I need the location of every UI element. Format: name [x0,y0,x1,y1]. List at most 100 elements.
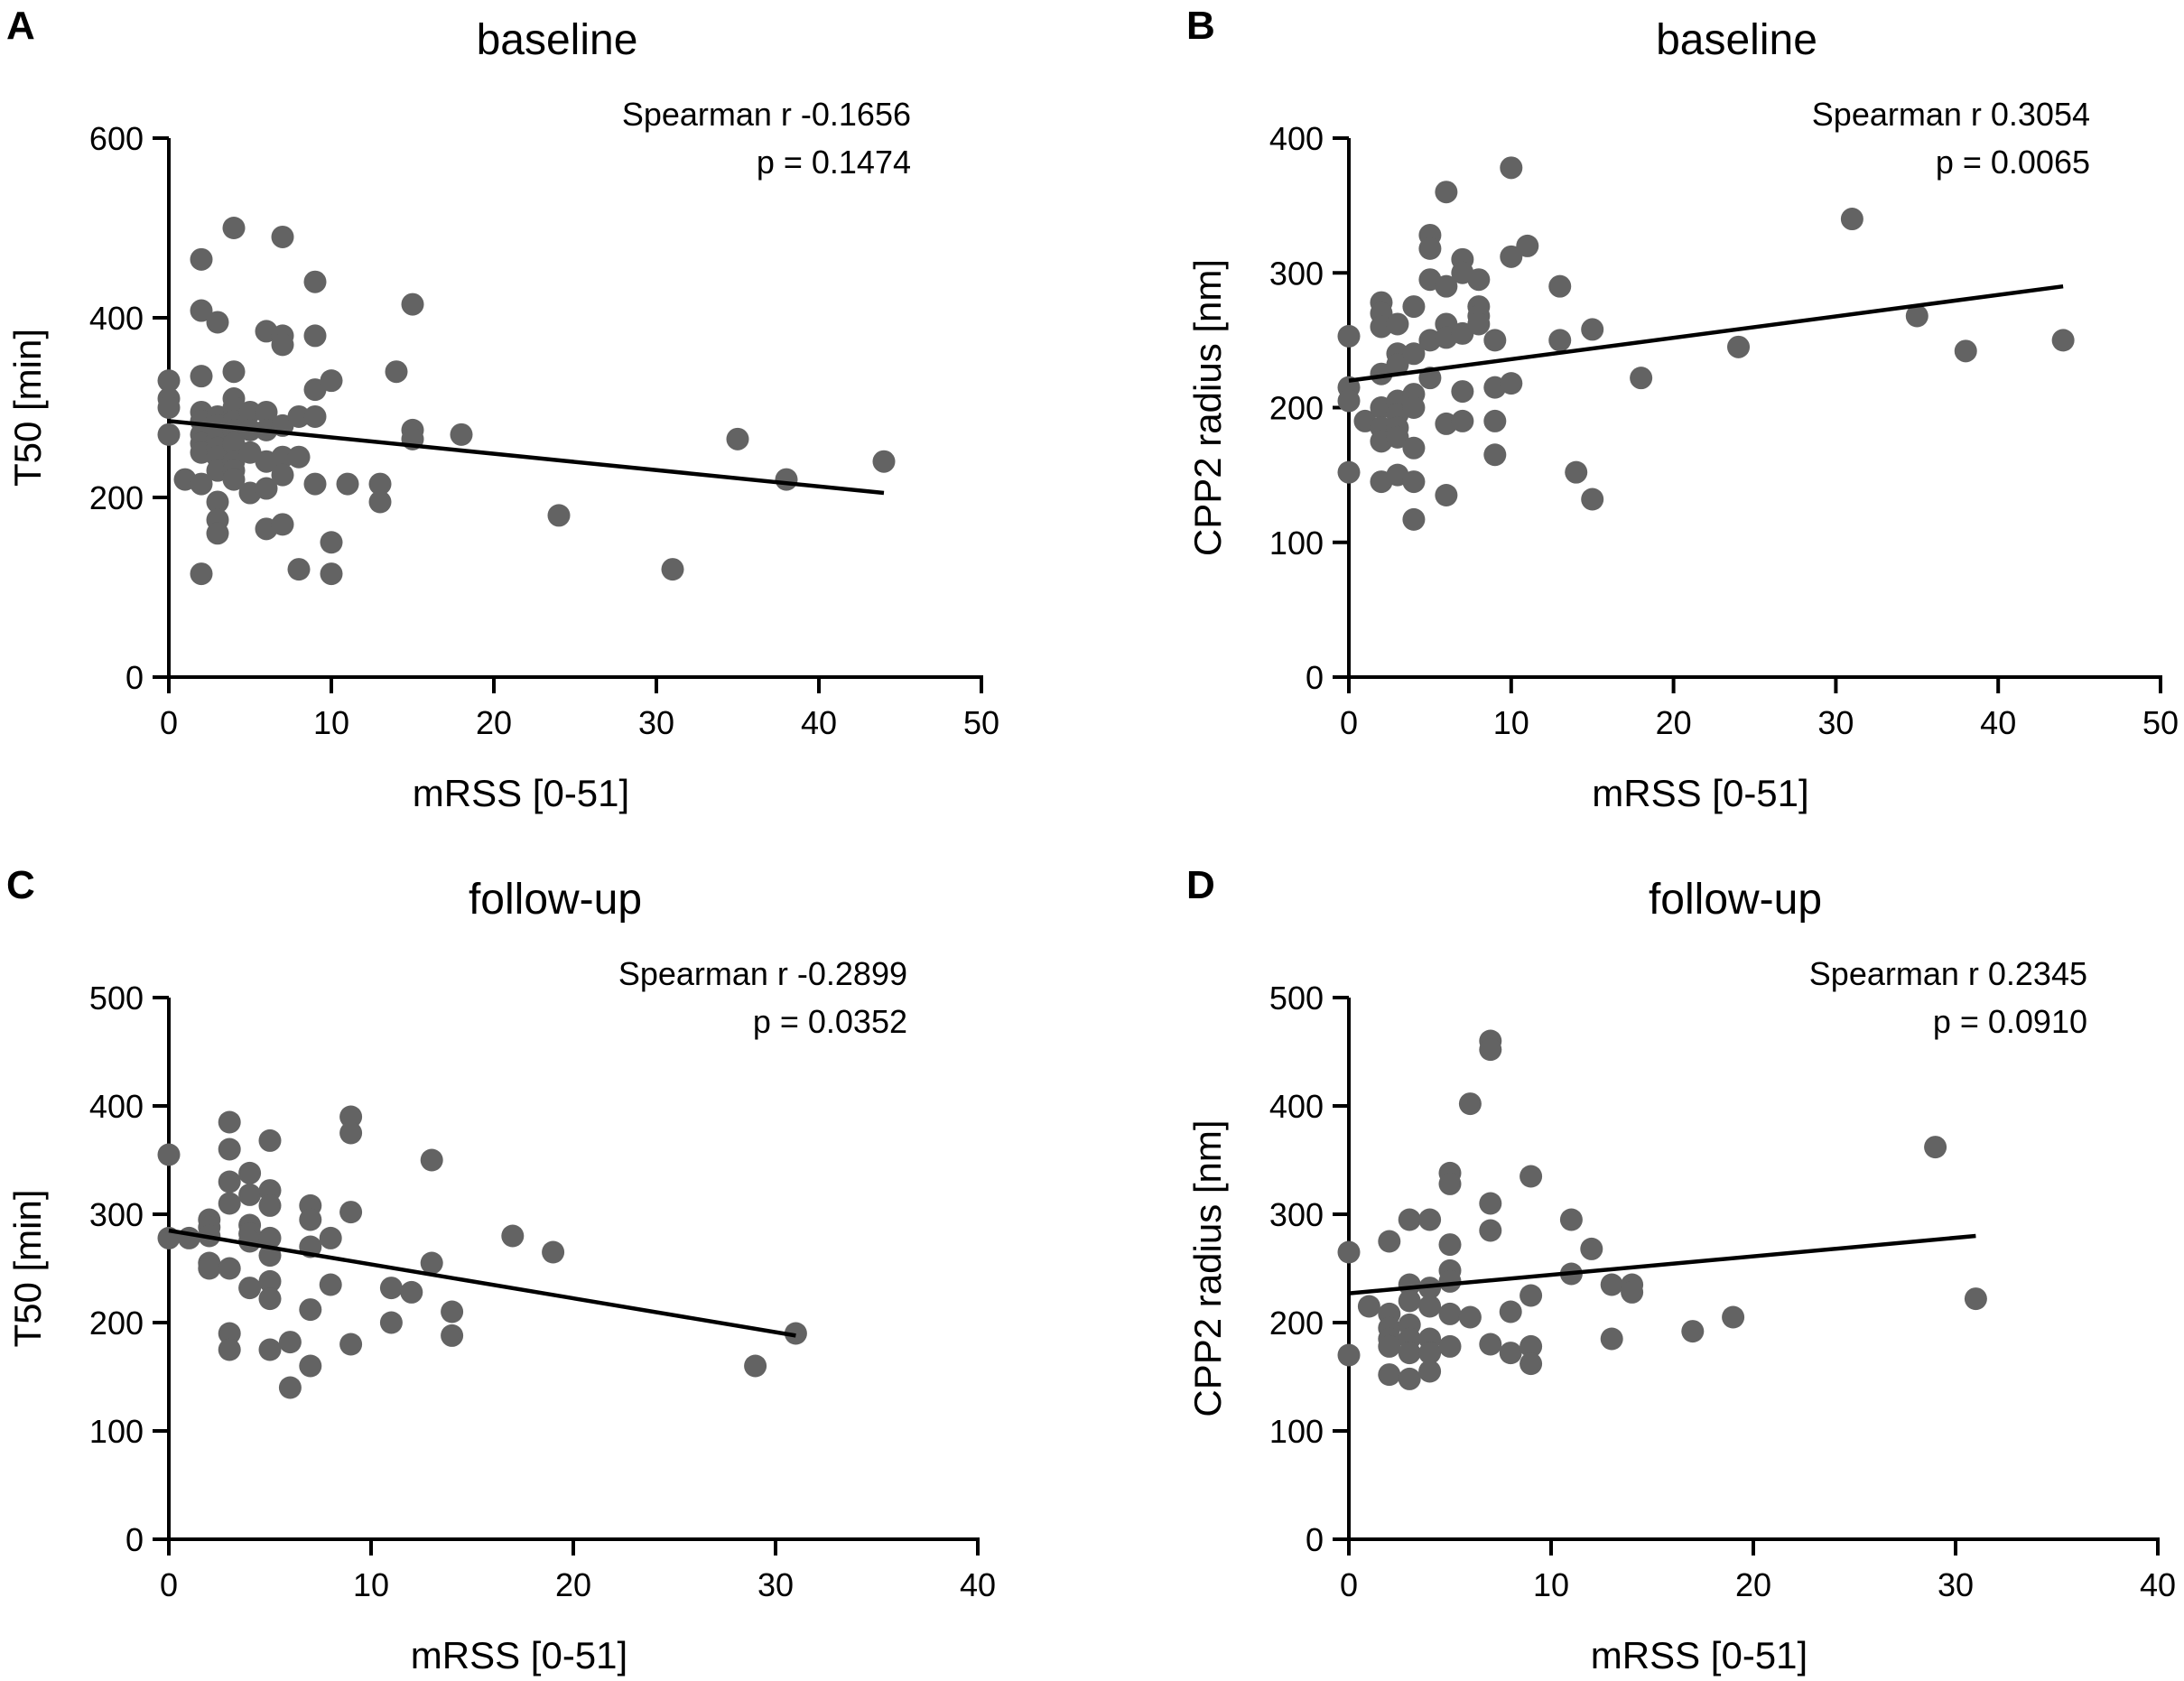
spearman-r-label: Spearman r 0.3054 [1812,96,2090,133]
y-tick-label: 0 [125,1521,144,1558]
data-point [1435,274,1458,298]
x-axis-label: mRSS [0-51] [411,1634,627,1676]
data-point [287,445,311,469]
data-point [2051,329,2075,352]
data-point [1964,1287,1987,1311]
data-point [1520,1284,1543,1307]
data-point [319,1226,342,1249]
data-point [339,1121,363,1145]
data-point [1378,1230,1401,1253]
y-tick-label: 400 [1269,120,1324,157]
x-tick-label: 20 [1656,704,1692,741]
data-point [1418,1295,1442,1318]
data-point [271,513,294,536]
data-point [222,217,246,239]
data-point [258,1338,282,1361]
y-tick-label: 100 [1269,1413,1324,1450]
data-point [320,369,343,393]
data-point [1402,295,1426,319]
regression-line [1348,283,2064,383]
x-tick-label: 10 [1533,1566,1569,1603]
y-tick-label: 300 [89,1196,144,1233]
regression-line [168,1228,796,1338]
y-tick-label: 100 [89,1413,144,1450]
data-point [271,445,294,469]
y-axis-label: CPP2 radius [nm] [1186,1119,1229,1416]
y-tick-label: 600 [89,120,144,157]
x-tick-label: 30 [638,704,674,741]
y-tick-label: 0 [1306,1521,1324,1558]
x-tick-label: 0 [1340,1566,1358,1603]
y-tick-label: 200 [1269,390,1324,427]
x-tick-label: 20 [476,704,512,741]
x-tick-label: 40 [1980,704,2016,741]
data-point [1378,1363,1401,1387]
x-tick-label: 10 [1493,704,1529,741]
x-axis-label: mRSS [0-51] [413,772,629,814]
y-tick-label: 100 [1269,525,1324,562]
x-tick-label: 40 [801,704,837,741]
data-point [238,1277,262,1300]
data-point [1520,1352,1543,1376]
data-point [1402,342,1426,366]
data-point [1435,484,1458,507]
panel-letter: A [6,4,35,48]
y-axis-label: T50 [min] [6,1189,49,1347]
data-point [299,1354,322,1378]
data-point [872,450,896,473]
p-value-label: p = 0.0910 [1933,1003,2087,1040]
data-point [1580,1237,1603,1260]
data-point [744,1354,767,1378]
data-point [1458,1305,1482,1329]
x-tick-label: 20 [555,1566,591,1603]
data-point [1438,1269,1462,1293]
data-point [1727,335,1751,358]
x-tick-label: 0 [160,1566,178,1603]
data-point [303,324,327,348]
data-point [547,504,571,527]
data-point [1418,237,1442,260]
data-point [1520,1334,1543,1358]
data-point [1581,488,1604,511]
y-tick-label: 0 [125,659,144,696]
data-point [1559,1208,1583,1231]
data-point [157,369,181,393]
data-point [177,1226,200,1249]
data-point [379,1311,403,1334]
data-point [1402,470,1426,494]
panel-letter: C [6,863,35,907]
data-point [303,270,327,293]
data-point [1357,1295,1380,1318]
data-point [1337,1240,1361,1264]
data-point [1337,389,1361,413]
data-point [1378,1334,1401,1358]
data-point [1499,1342,1522,1365]
data-point [379,1277,403,1300]
data-point [1337,460,1361,484]
y-tick-label: 400 [89,1088,144,1125]
data-point [299,1298,322,1322]
data-point [271,463,294,487]
spearman-r-label: Spearman r -0.2899 [618,955,907,992]
data-point [206,490,229,514]
data-point [1398,1289,1421,1313]
data-point [501,1224,525,1248]
data-point [157,1143,181,1166]
x-tick-label: 40 [2140,1566,2176,1603]
data-point [1402,396,1426,419]
data-point [775,468,798,491]
data-point [1458,1092,1482,1116]
data-point [206,311,229,334]
data-point [339,1201,363,1224]
data-point [1905,304,1928,328]
data-point [1548,329,1572,352]
data-point [190,365,213,388]
data-point [218,1110,241,1134]
data-point [1479,1192,1502,1215]
data-point [218,1170,241,1193]
data-point [255,477,278,500]
x-tick-label: 30 [1817,704,1854,741]
